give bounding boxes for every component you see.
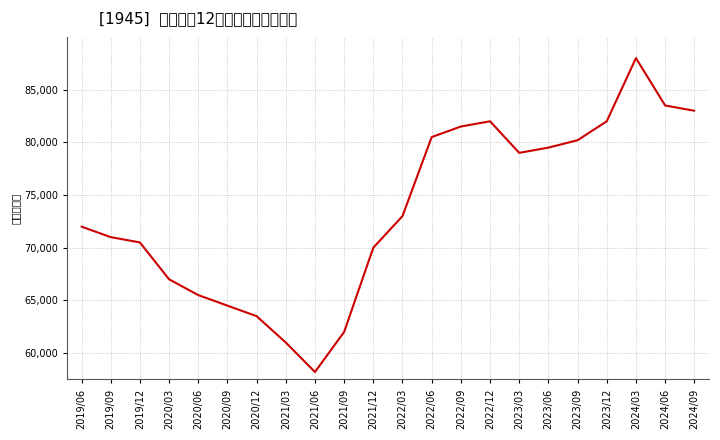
Y-axis label: （百万円）: （百万円） [11,193,21,224]
Text: [1945]  売上高の12か月移動合計の推移: [1945] 売上高の12か月移動合計の推移 [99,11,297,26]
